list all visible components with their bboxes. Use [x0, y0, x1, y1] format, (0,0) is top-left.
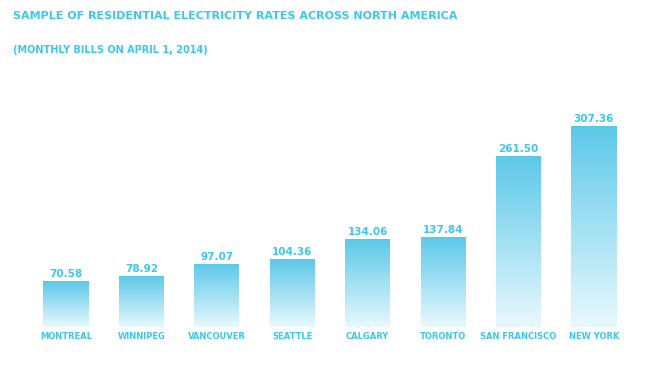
Text: (MONTHLY BILLS ON APRIL 1, 2014): (MONTHLY BILLS ON APRIL 1, 2014): [13, 45, 208, 55]
Text: 78.92: 78.92: [125, 264, 158, 273]
Text: 307.36: 307.36: [574, 113, 614, 124]
Text: 137.84: 137.84: [423, 225, 463, 235]
Text: SAMPLE OF RESIDENTIAL ELECTRICITY RATES ACROSS NORTH AMERICA: SAMPLE OF RESIDENTIAL ELECTRICITY RATES …: [13, 11, 457, 21]
Text: 97.07: 97.07: [200, 252, 234, 262]
Text: 70.58: 70.58: [50, 269, 82, 279]
Text: 134.06: 134.06: [348, 227, 388, 237]
Text: 261.50: 261.50: [498, 144, 539, 154]
Text: 104.36: 104.36: [272, 247, 312, 257]
